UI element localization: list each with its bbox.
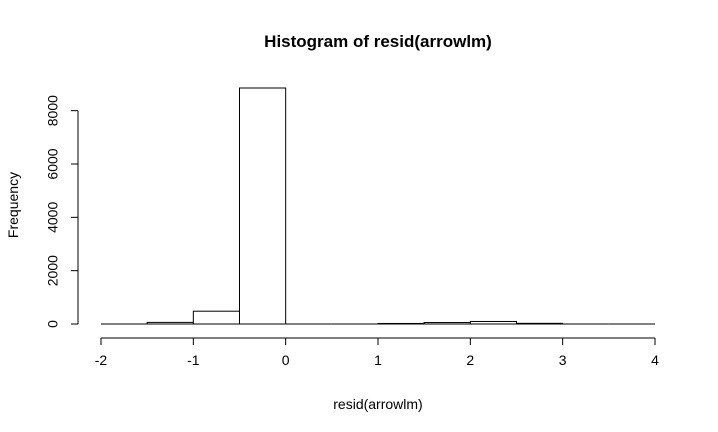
x-tick-label: 4 xyxy=(651,352,659,368)
histogram-bar xyxy=(377,322,425,325)
x-tick-label: -1 xyxy=(187,352,200,368)
y-tick-label: 8000 xyxy=(45,95,61,126)
x-tick-label: 2 xyxy=(466,352,474,368)
x-axis: -2 -1 0 1 2 3 4 xyxy=(95,337,659,368)
chart-title: Histogram of resid(arrowlm) xyxy=(264,32,492,51)
y-tick-label: 4000 xyxy=(45,202,61,233)
histogram-bar xyxy=(469,320,518,325)
histogram-bar xyxy=(516,322,564,325)
y-tick-label: 2000 xyxy=(45,255,61,286)
y-tick-label: 6000 xyxy=(45,148,61,179)
histogram-bars xyxy=(101,87,655,325)
x-tick-label: 0 xyxy=(282,352,290,368)
x-tick-label: 3 xyxy=(559,352,567,368)
histogram-bar xyxy=(146,321,194,325)
y-axis-label: Frequency xyxy=(5,172,21,238)
histogram-bar xyxy=(423,322,471,325)
y-tick-label: 0 xyxy=(45,320,61,328)
y-axis: 0 2000 4000 6000 8000 xyxy=(45,95,79,328)
histogram-bar xyxy=(239,87,287,325)
histogram-bar xyxy=(192,310,240,325)
x-tick-label: 1 xyxy=(374,352,382,368)
x-tick-label: -2 xyxy=(95,352,108,368)
x-axis-label: resid(arrowlm) xyxy=(333,396,422,412)
